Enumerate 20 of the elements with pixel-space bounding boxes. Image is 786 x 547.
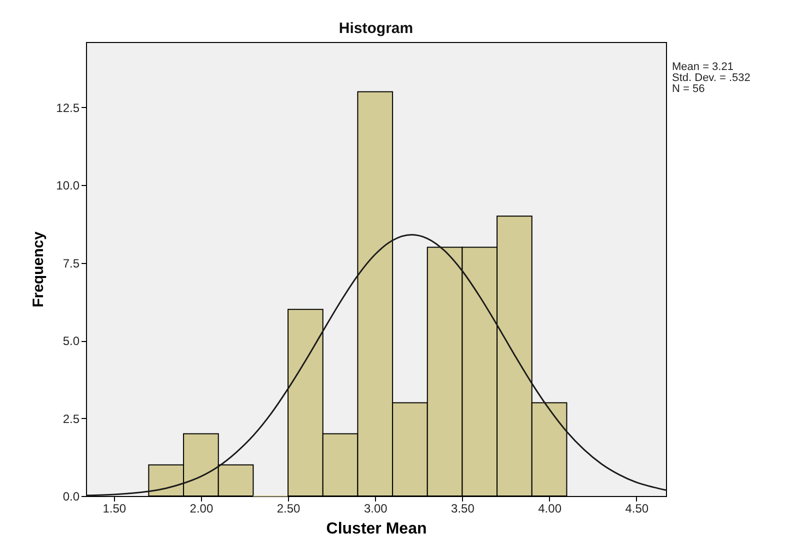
x-tick-label: 4.00 — [538, 502, 562, 516]
x-tick-label: 2.00 — [190, 502, 214, 516]
x-tick-label: 3.00 — [364, 502, 388, 516]
y-tick-label: 0.0 — [62, 490, 80, 504]
line-series — [85, 234, 667, 496]
y-tick-label: 2.5 — [62, 412, 80, 426]
x-tick-label: 1.50 — [102, 502, 126, 516]
y-tick-label: 12.5 — [56, 100, 80, 115]
x-tick-label: 3.50 — [451, 502, 475, 516]
y-tick-label: 10.0 — [56, 178, 80, 193]
x-tick-label: 4.50 — [625, 502, 649, 516]
y-tick-label: 5.0 — [62, 334, 80, 348]
text: N = 56 — [672, 83, 706, 95]
text: Std. Dev. = .532 — [672, 72, 750, 84]
y-axis-title: Frequency — [30, 230, 48, 308]
x-axis-title: Cluster Mean — [326, 520, 427, 538]
text: Mean = 3.21 — [672, 61, 734, 73]
y-tick-label: 7.5 — [62, 256, 80, 270]
x-tick-label: 2.50 — [276, 502, 301, 516]
chart-title: Histogram — [338, 20, 414, 37]
